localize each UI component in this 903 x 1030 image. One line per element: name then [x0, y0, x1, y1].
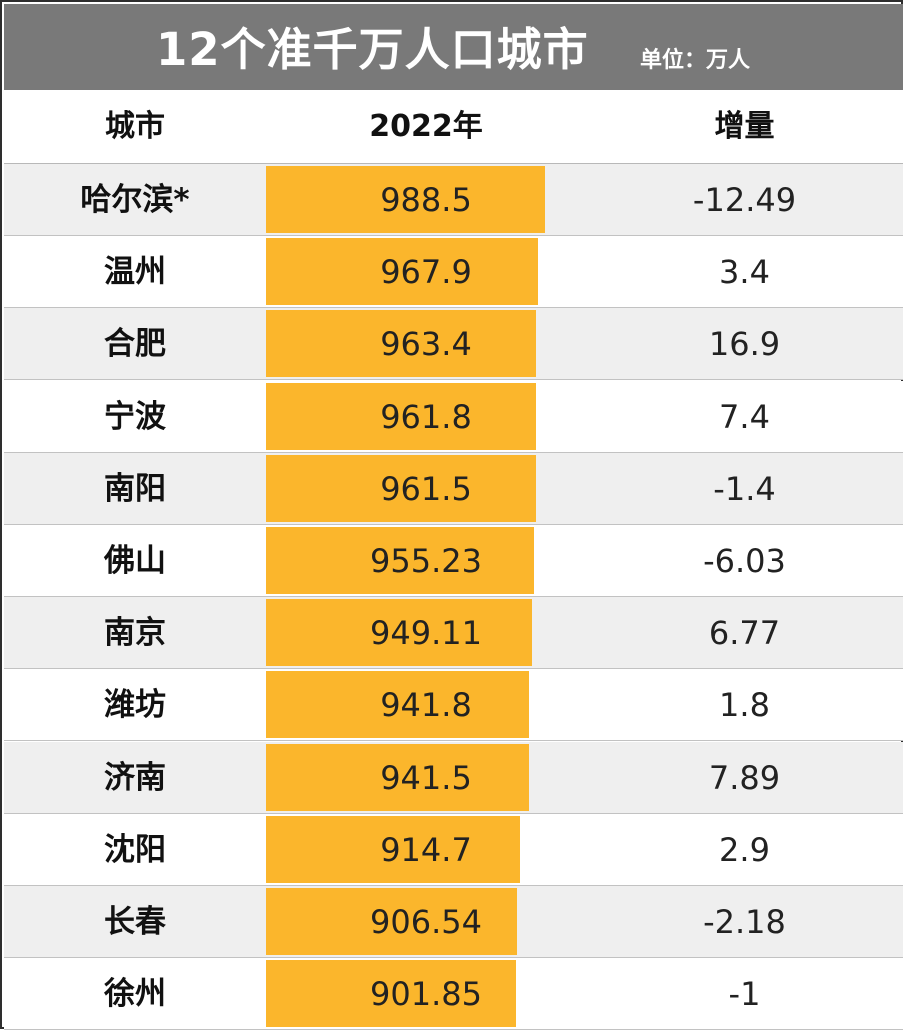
population-cell: 988.5 [380, 181, 472, 219]
city-cell: 长春 [104, 904, 166, 940]
population-bar [266, 816, 520, 883]
unit-label: 单位：万人 [640, 48, 751, 73]
population-cell: 967.9 [380, 253, 472, 291]
population-bar [266, 455, 536, 522]
population-cell: 961.5 [380, 470, 472, 508]
increase-cell: 1.8 [719, 686, 770, 724]
population-bar [266, 888, 517, 955]
population-bar [266, 744, 529, 811]
table-row: 合肥 963.4 16.9 [4, 308, 903, 380]
table-row: 南阳 961.5 -1.4 [4, 453, 903, 525]
increase-cell: 7.89 [708, 759, 781, 797]
increase-cell: -1 [728, 975, 761, 1013]
city-cell: 南京 [104, 615, 166, 651]
population-cell: 941.8 [380, 686, 472, 724]
header-city: 城市 [105, 109, 165, 144]
increase-cell: -12.49 [692, 181, 797, 219]
table-title: 12个准千万人口城市 [156, 23, 589, 76]
table-row: 温州 967.9 3.4 [4, 236, 903, 308]
header-increase: 增量 [714, 109, 775, 144]
population-bar [266, 671, 529, 738]
table-header: 城市 2022年 增量 [4, 90, 903, 164]
city-cell: 温州 [104, 254, 166, 290]
population-cell: 955.23 [370, 542, 482, 580]
city-cell: 合肥 [104, 326, 166, 362]
increase-cell: 3.4 [719, 253, 770, 291]
increase-cell: 6.77 [708, 614, 781, 652]
population-cell: 901.85 [370, 975, 482, 1013]
population-bar [266, 238, 538, 305]
increase-cell: 16.9 [708, 325, 781, 363]
population-bar [266, 527, 534, 594]
increase-cell: 7.4 [719, 398, 770, 436]
title-bar: 12个准千万人口城市 单位：万人 [4, 4, 903, 90]
city-cell: 宁波 [104, 399, 166, 435]
table-row: 哈尔滨* 988.5 -12.49 [4, 164, 903, 236]
population-bar [266, 960, 516, 1027]
table-row: 南京 949.11 6.77 [4, 597, 903, 669]
population-cell: 906.54 [370, 903, 482, 941]
population-cell: 914.7 [380, 831, 472, 869]
table-row: 佛山 955.23 -6.03 [4, 525, 903, 597]
population-bar [266, 383, 536, 450]
increase-cell: -6.03 [703, 542, 786, 580]
city-cell: 哈尔滨* [80, 182, 190, 218]
table-row: 长春 906.54 -2.18 [4, 886, 903, 958]
population-cell: 961.8 [380, 398, 472, 436]
table-row: 徐州 901.85 -1 [4, 958, 903, 1030]
table-row: 济南 941.5 7.89 [4, 742, 903, 814]
city-cell: 佛山 [104, 543, 166, 579]
population-cell: 963.4 [380, 325, 472, 363]
population-cell: 941.5 [380, 759, 472, 797]
city-cell: 济南 [104, 760, 166, 796]
table-row: 潍坊 941.8 1.8 [4, 669, 903, 741]
table-row: 沈阳 914.7 2.9 [4, 814, 903, 886]
population-bar [266, 599, 532, 666]
increase-cell: -2.18 [703, 903, 786, 941]
population-bar [266, 166, 545, 233]
header-year: 2022年 [369, 109, 483, 144]
increase-cell: -1.4 [713, 470, 776, 508]
city-cell: 南阳 [104, 471, 166, 507]
city-cell: 潍坊 [104, 687, 166, 723]
population-bar [266, 310, 536, 377]
city-cell: 沈阳 [104, 832, 166, 868]
population-cell: 949.11 [370, 614, 482, 652]
increase-cell: 2.9 [719, 831, 770, 869]
city-cell: 徐州 [104, 976, 166, 1012]
table-row: 宁波 961.8 7.4 [4, 381, 903, 453]
